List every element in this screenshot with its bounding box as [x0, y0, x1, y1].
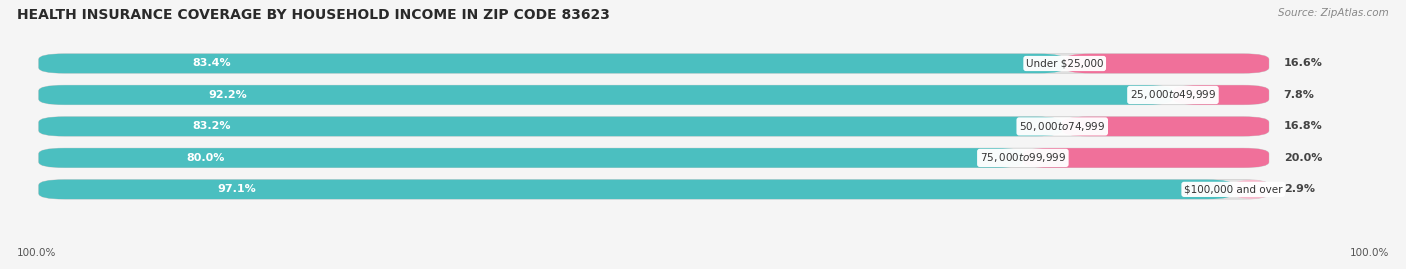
FancyBboxPatch shape	[39, 180, 1268, 199]
Text: 83.4%: 83.4%	[193, 58, 231, 69]
Text: 100.0%: 100.0%	[1350, 248, 1389, 258]
FancyBboxPatch shape	[39, 148, 1268, 168]
Text: 20.0%: 20.0%	[1284, 153, 1322, 163]
Text: $75,000 to $99,999: $75,000 to $99,999	[980, 151, 1066, 164]
Text: $25,000 to $49,999: $25,000 to $49,999	[1130, 89, 1216, 101]
Text: 7.8%: 7.8%	[1284, 90, 1315, 100]
Text: 16.6%: 16.6%	[1284, 58, 1323, 69]
Text: Source: ZipAtlas.com: Source: ZipAtlas.com	[1278, 8, 1389, 18]
Text: 83.2%: 83.2%	[193, 121, 231, 132]
Text: 100.0%: 100.0%	[17, 248, 56, 258]
Text: 2.9%: 2.9%	[1284, 184, 1315, 194]
FancyBboxPatch shape	[39, 180, 1233, 199]
FancyBboxPatch shape	[1064, 54, 1268, 73]
FancyBboxPatch shape	[1024, 148, 1268, 168]
Text: HEALTH INSURANCE COVERAGE BY HOUSEHOLD INCOME IN ZIP CODE 83623: HEALTH INSURANCE COVERAGE BY HOUSEHOLD I…	[17, 8, 610, 22]
Text: 16.8%: 16.8%	[1284, 121, 1323, 132]
FancyBboxPatch shape	[39, 117, 1063, 136]
FancyBboxPatch shape	[1173, 85, 1268, 105]
Legend: With Coverage, Without Coverage: With Coverage, Without Coverage	[579, 268, 827, 269]
FancyBboxPatch shape	[39, 85, 1268, 105]
FancyBboxPatch shape	[39, 148, 1024, 168]
Text: 92.2%: 92.2%	[209, 90, 247, 100]
Text: $50,000 to $74,999: $50,000 to $74,999	[1019, 120, 1105, 133]
FancyBboxPatch shape	[39, 54, 1064, 73]
Text: $100,000 and over: $100,000 and over	[1184, 184, 1282, 194]
Text: Under $25,000: Under $25,000	[1026, 58, 1104, 69]
FancyBboxPatch shape	[39, 54, 1268, 73]
FancyBboxPatch shape	[39, 85, 1173, 105]
FancyBboxPatch shape	[1063, 117, 1270, 136]
Text: 97.1%: 97.1%	[218, 184, 257, 194]
FancyBboxPatch shape	[39, 117, 1268, 136]
Text: 80.0%: 80.0%	[186, 153, 225, 163]
FancyBboxPatch shape	[1233, 180, 1268, 199]
